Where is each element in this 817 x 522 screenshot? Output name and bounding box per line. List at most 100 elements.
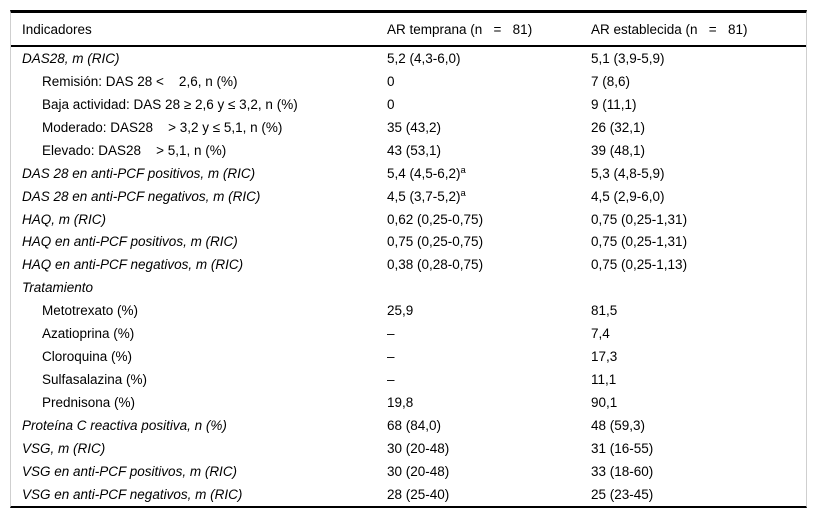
value-text: 0 [387,73,395,89]
row-label: Prednisona (%) [42,395,136,411]
value-ar-establecida: 7 (8,6) [591,73,631,89]
value-ar-establecida: 17,3 [591,349,618,365]
row-label: Remisión: DAS 28 < 2,6, n (%) [42,73,238,89]
row-label: DAS 28 en anti-PCF positivos, m (RIC) [22,165,256,181]
row-label: Metotrexato (%) [42,303,139,319]
table-row: HAQ en anti-PCF positivos, m (RIC) 0,75 (… [11,231,806,254]
value-text: 5,4 (4,5-6,2) [387,165,461,181]
value-ar-establecida: 11,1 [591,372,617,388]
row-label: Cloroquina (%) [42,349,133,365]
value-text: 28 (25-40) [387,486,450,502]
value-ar-temprana: 30 (20-48) [387,464,591,479]
value-ar-temprana: 43 (53,1) [387,143,591,158]
value-text: 43 (53,1) [387,142,442,158]
table-row: Proteína C reactiva positiva, n (%) 68 (8… [11,414,806,437]
row-label: Tratamiento [22,280,94,296]
value-ar-temprana: 25,9 [387,303,591,318]
value-ar-temprana: 0 [387,97,591,112]
value-ar-establecida: 7,4 [591,326,610,342]
table-row: DAS 28 en anti-PCF positivos, m (RIC) 5,4… [11,162,806,185]
table-row: VSG en anti-PCF positivos, m (RIC) 30 (20… [11,460,806,483]
value-text: 30 (20-48) [387,463,450,479]
value-ar-establecida: 25 (23-45) [591,486,654,502]
row-label: VSG en anti-PCF negativos, m (RIC) [22,486,243,502]
value-text: 0,75 (0,25-0,75) [387,234,484,250]
table-row: Baja actividad: DAS 28 ≥ 2,6 y ≤ 3,2, n … [11,93,806,116]
value-ar-temprana: 4,5 (3,7-5,2)a [387,189,591,204]
value-text: 35 (43,2) [387,119,442,135]
value-ar-establecida: 31 (16-55) [591,440,654,456]
value-ar-establecida: 5,1 (3,9-5,9) [591,50,665,66]
value-ar-temprana: 0,75 (0,25-0,75) [387,234,591,249]
value-ar-establecida: 5,3 (4,8-5,9) [591,165,665,181]
value-text: 0,62 (0,25-0,75) [387,211,484,227]
table-row: Tratamiento [11,276,806,299]
value-text: 4,5 (3,7-5,2) [387,188,461,204]
value-ar-temprana: 68 (84,0) [387,418,591,433]
row-label: Moderado: DAS28 > 3,2 y ≤ 5,1, n (%) [42,119,283,135]
table-row: HAQ, m (RIC) 0,62 (0,25-0,75) 0,75 (0,25-1… [11,208,806,231]
value-text: 0 [387,96,395,112]
value-text: 30 (20-48) [387,440,450,456]
table-header-row: Indicadores AR temprana (n = 81) AR esta… [11,13,806,47]
value-ar-establecida: 39 (48,1) [591,142,646,158]
value-ar-temprana: 35 (43,2) [387,120,591,135]
header-indicadores: Indicadores [22,21,92,37]
value-ar-establecida: 90,1 [591,395,618,411]
table-row: Azatioprina (%) – 7,4 [11,322,806,345]
value-ar-temprana: 19,8 [387,395,591,410]
row-label: DAS 28 en anti-PCF negativos, m (RIC) [22,188,261,204]
value-ar-establecida: 0,75 (0,25-1,31) [591,211,688,227]
value-text: 25,9 [387,303,414,319]
value-text: 68 (84,0) [387,417,442,433]
table-row: Moderado: DAS28 > 3,2 y ≤ 5,1, n (%) 35 (… [11,116,806,139]
row-label: Azatioprina (%) [42,326,135,342]
table-row: Sulfasalazina (%) – 11,1 [11,368,806,391]
value-text: 0,38 (0,28-0,75) [387,257,484,273]
table-row: DAS 28 en anti-PCF negativos, m (RIC) 4,5… [11,185,806,208]
row-label: Baja actividad: DAS 28 ≥ 2,6 y ≤ 3,2, n … [42,96,298,112]
value-text: – [387,349,395,365]
table-row: Cloroquina (%) – 17,3 [11,345,806,368]
row-label: Elevado: DAS28 > 5,1, n (%) [42,142,227,158]
table-row: Remisión: DAS 28 < 2,6, n (%) 0 7 (8,6) [11,70,806,93]
row-label: VSG, m (RIC) [22,440,106,456]
value-text: – [387,326,395,342]
row-label: VSG en anti-PCF positivos, m (RIC) [22,463,238,479]
header-ar-temprana: AR temprana (n = 81) [387,21,533,37]
value-ar-temprana: 28 (25-40) [387,487,591,502]
value-ar-temprana: – [387,326,591,341]
value-ar-establecida: 0,75 (0,25-1,13) [591,257,688,273]
value-ar-temprana: 30 (20-48) [387,441,591,456]
row-label: HAQ en anti-PCF negativos, m (RIC) [22,257,244,273]
value-ar-temprana: – [387,372,591,387]
row-label: HAQ en anti-PCF positivos, m (RIC) [22,234,238,250]
table-row: Metotrexato (%) 25,9 81,5 [11,299,806,322]
value-text: 5,2 (4,3-6,0) [387,50,461,66]
value-ar-establecida: 0,75 (0,25-1,31) [591,234,688,250]
value-ar-establecida: 48 (59,3) [591,417,646,433]
row-label: HAQ, m (RIC) [22,211,106,227]
table-row: Elevado: DAS28 > 5,1, n (%) 43 (53,1) 39 (… [11,139,806,162]
table-row: DAS28, m (RIC) 5,2 (4,3-6,0) 5,1 (3,9-5,9) [11,47,806,70]
value-ar-temprana: 0 [387,74,591,89]
table-row: VSG, m (RIC) 30 (20-48) 31 (16-55) [11,437,806,460]
value-ar-temprana: 5,4 (4,5-6,2)a [387,166,591,181]
row-label: Sulfasalazina (%) [42,372,148,388]
value-ar-temprana: 0,62 (0,25-0,75) [387,212,591,227]
value-text: – [387,372,395,388]
value-ar-temprana: 5,2 (4,3-6,0) [387,51,591,66]
value-ar-establecida: 4,5 (2,9-6,0) [591,188,665,204]
value-ar-temprana: 0,38 (0,28-0,75) [387,257,591,272]
row-label: Proteína C reactiva positiva, n (%) [22,417,227,433]
value-ar-establecida: 9 (11,1) [591,96,637,112]
value-ar-establecida: 81,5 [591,303,618,319]
footnote-marker: a [460,165,466,177]
value-ar-temprana: – [387,349,591,364]
indicators-table: Indicadores AR temprana (n = 81) AR esta… [10,10,807,508]
table-row: HAQ en anti-PCF negativos, m (RIC) 0,38 (… [11,253,806,276]
footnote-marker: a [460,188,466,200]
table-row: Prednisona (%) 19,8 90,1 [11,391,806,414]
value-ar-establecida: 26 (32,1) [591,119,646,135]
